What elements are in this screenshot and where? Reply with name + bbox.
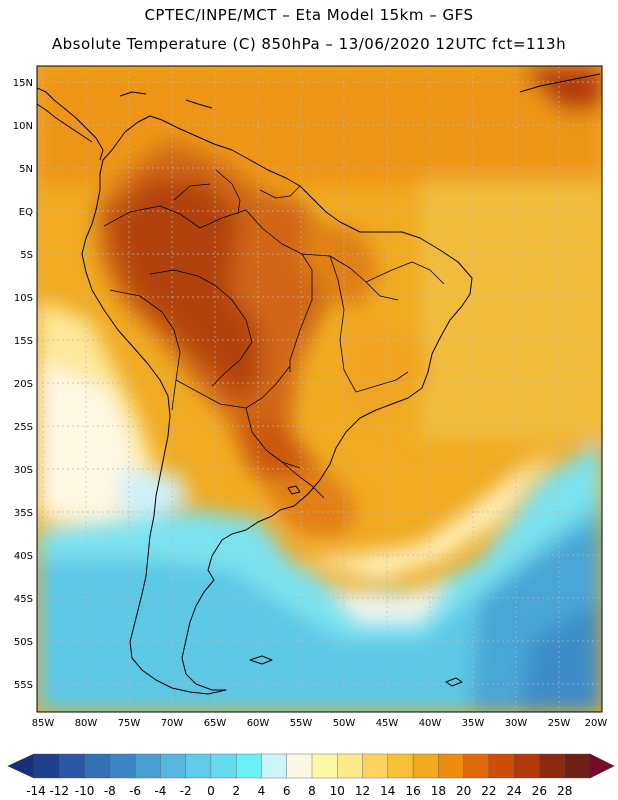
lon-label: 85W [32, 718, 55, 729]
colorbar-tick-label: 16 [405, 784, 420, 798]
lat-label: 5S [20, 250, 33, 261]
lat-label: 20S [14, 379, 33, 390]
colorbar-swatch [235, 753, 263, 779]
colorbar-tick-label: -14 [26, 784, 46, 798]
colorbar-swatch [438, 753, 465, 779]
colorbar-swatch [539, 753, 566, 779]
lon-label: 55W [290, 718, 313, 729]
lat-label: 30S [14, 465, 33, 476]
colorbar-tick-label: 4 [258, 784, 266, 798]
lon-label: 50W [333, 718, 356, 729]
colorbar: -14 -12 -10 -8 -6 -4 -2 0 2 4 6 8 10 12 14 16 18 20 22 24 26… [7, 753, 615, 798]
colorbar-swatch [513, 753, 541, 779]
colorbar-swatch [311, 753, 338, 779]
coastlines [37, 73, 601, 695]
longitude-labels: 85W 80W 75W 70W 65W 60W 55W 50W 45W 40W … [32, 718, 608, 729]
colorbar-swatch [84, 753, 111, 779]
map-title-line-1: CPTEC/INPE/MCT – Eta Model 15km – GFS [144, 6, 474, 24]
lat-label: 40S [14, 551, 33, 562]
colorbar-swatch [33, 753, 60, 779]
colorbar-tick-label: 18 [431, 784, 446, 798]
colorbar-tick-label: 22 [481, 784, 496, 798]
colorbar-high-arrow [589, 753, 615, 779]
uruguay-lagoon [287, 485, 301, 495]
lat-label: 15N [13, 78, 33, 89]
colorbar-swatch [564, 753, 591, 779]
colorbar-tick-label: 12 [355, 784, 370, 798]
lat-label: 35S [14, 508, 33, 519]
grid-lines [37, 66, 602, 712]
colorbar-tick-label: 8 [308, 784, 316, 798]
colorbar-tick-label: -4 [154, 784, 166, 798]
colorbar-tick-label: -12 [49, 784, 69, 798]
colorbar-tick-label: 28 [557, 784, 572, 798]
lat-label: 55S [14, 680, 33, 691]
lon-label: 45W [376, 718, 399, 729]
lat-label: 5N [19, 164, 33, 175]
colorbar-tick-label: 24 [507, 784, 522, 798]
colorbar-swatch [261, 753, 288, 779]
colorbar-swatch [109, 753, 136, 779]
colorbar-tick-label: -8 [104, 784, 116, 798]
lon-label: 40W [419, 718, 442, 729]
colorbar-swatch [463, 753, 490, 779]
colorbar-swatch [387, 753, 414, 779]
lon-label: 75W [118, 718, 141, 729]
lon-label: 70W [161, 718, 184, 729]
colorbar-tick-label: 6 [283, 784, 291, 798]
lat-label: 25S [14, 422, 33, 433]
colorbar-swatch [210, 753, 237, 779]
lon-label: 65W [204, 718, 227, 729]
colorbar-tick-label: 26 [532, 784, 547, 798]
colorbar-tick-label: -2 [180, 784, 192, 798]
lon-label: 60W [247, 718, 270, 729]
lon-label: 25W [548, 718, 571, 729]
colorbar-tick-label: 2 [232, 784, 240, 798]
colorbar-tick-label: -6 [129, 784, 141, 798]
colorbar-swatch [160, 753, 187, 779]
country-borders [103, 169, 445, 499]
central-america-outline [37, 87, 104, 161]
lon-label: 80W [75, 718, 98, 729]
lon-label: 35W [462, 718, 485, 729]
colorbar-swatch [185, 753, 212, 779]
latitude-labels: 15N 10N 5N EQ 5S 10S 15S 20S 25S 30S 35S… [13, 78, 33, 691]
colorbar-tick-label: 10 [330, 784, 345, 798]
colorbar-swatch [488, 753, 515, 779]
lat-label: 45S [14, 594, 33, 605]
lon-label: 30W [505, 718, 528, 729]
falkland-islands [249, 655, 463, 687]
lat-label: 15S [14, 336, 33, 347]
colorbar-tick-label: -10 [75, 784, 95, 798]
map-frame [36, 65, 603, 713]
colorbar-swatch [59, 753, 86, 779]
colorbar-swatch [337, 753, 364, 779]
map-title-line-2: Absolute Temperature (C) 850hPa – 13/06/… [51, 35, 567, 53]
colorbar-swatch [134, 753, 161, 779]
lat-label: 10N [13, 121, 33, 132]
lat-label: 50S [14, 637, 33, 648]
colorbar-swatch [362, 753, 389, 779]
colorbar-tick-label: 20 [456, 784, 471, 798]
temperature-field [37, 66, 602, 712]
caribbean-islands [119, 73, 601, 109]
lon-label: 20W [585, 718, 608, 729]
colorbar-swatch [286, 753, 313, 779]
lat-label: 10S [14, 293, 33, 304]
lat-label: EQ [19, 207, 33, 218]
colorbar-swatch [412, 753, 439, 779]
south-america-outline [81, 115, 473, 695]
colorbar-tick-label: 14 [380, 784, 395, 798]
colorbar-tick-label: 0 [207, 784, 215, 798]
colorbar-low-arrow [7, 753, 35, 779]
